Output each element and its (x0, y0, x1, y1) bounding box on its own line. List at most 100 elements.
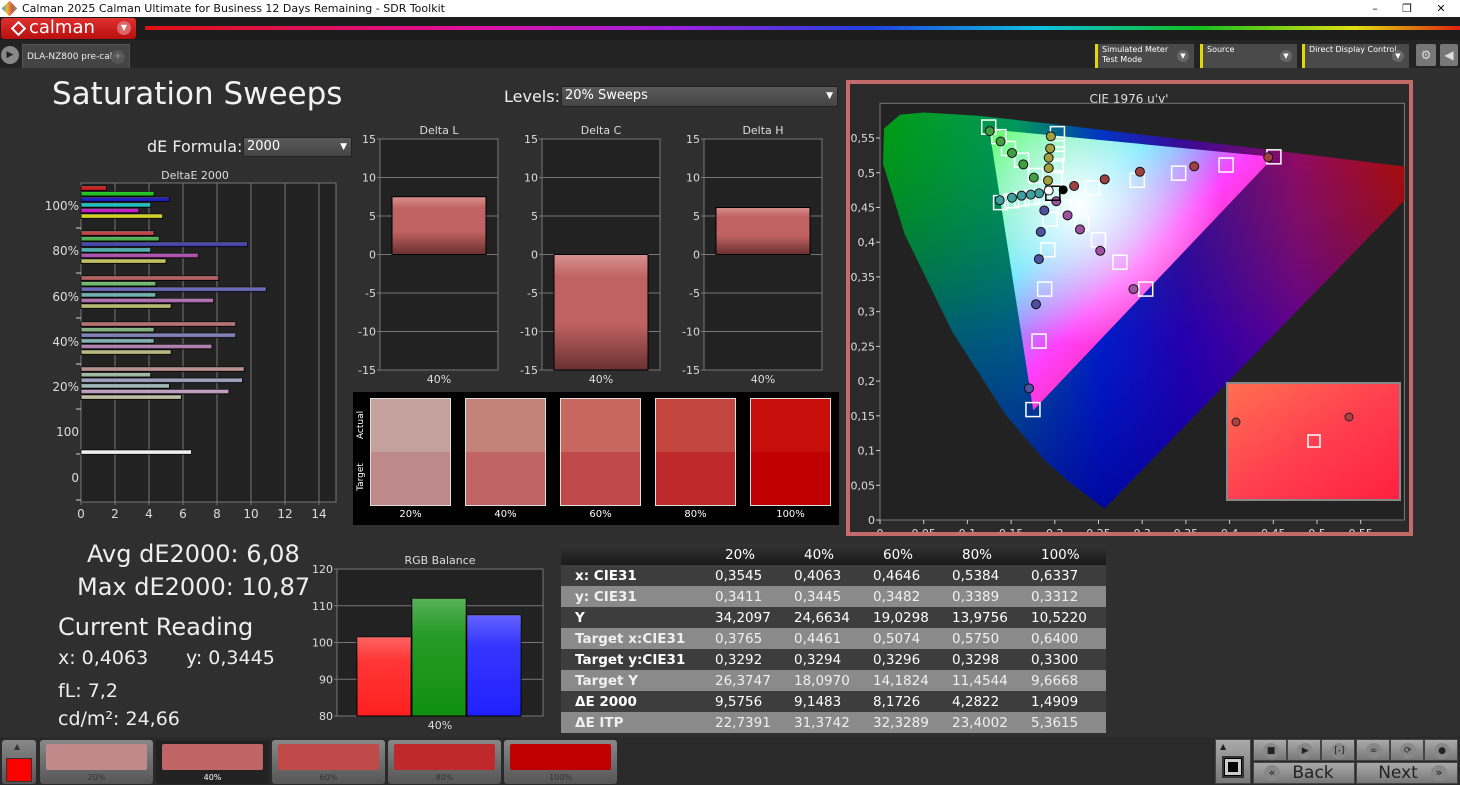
table-cell: 9,5756 (711, 691, 790, 712)
stop-icon: ■ (1263, 743, 1279, 759)
table-cell: 14,1824 (869, 670, 948, 691)
meter-dropdown[interactable]: Simulated Meter Test Mode ▼ (1095, 44, 1194, 68)
x-tick-label: 0,1 (959, 527, 977, 532)
chevron-down-icon: ▼ (1280, 50, 1292, 62)
patch-color (46, 744, 147, 770)
source-label: Source (1207, 45, 1235, 54)
bar-shade (81, 344, 212, 349)
calman-menu-button[interactable]: calman ▼ (1, 18, 136, 39)
measured-magenta-20 (1051, 196, 1062, 207)
display-control-dropdown[interactable]: Direct Display Control ▼ (1302, 44, 1409, 68)
chevron-left-icon[interactable]: ◀ (1440, 44, 1458, 66)
back-button[interactable]: « Back (1253, 762, 1355, 784)
chart-title: Delta C (581, 124, 622, 137)
table-cell: 13,9756 (948, 607, 1027, 628)
double-chevron-left-icon: « (1264, 765, 1280, 781)
table-cell: 10,5220 (1027, 607, 1106, 628)
current-fl: fL: 7,2 (58, 680, 118, 702)
bar-shade (412, 598, 466, 716)
y-tick-label: 0 (71, 471, 79, 485)
bar-shade (81, 450, 192, 455)
avg-de: Avg dE2000: 6,08 (87, 540, 300, 568)
window-title-bar: Calman 2025 Calman Ultimate for Business… (0, 0, 1460, 17)
table-cell: 11,4544 (948, 670, 1027, 691)
measured-red-80 (1189, 161, 1200, 172)
target-blue-20 (1042, 211, 1058, 228)
table-cell: 0,6400 (1027, 628, 1106, 649)
measured-yellow-20 (1042, 175, 1053, 186)
measured-green-40 (1018, 159, 1029, 170)
bracket-icon: [-] (1331, 743, 1348, 759)
patch-button-20%[interactable]: 20% (40, 740, 153, 784)
y-tick-label: 110 (312, 600, 333, 613)
table-cell: 18,0970 (790, 670, 869, 691)
table-cell: 9,1483 (790, 691, 869, 712)
patch-button-60%[interactable]: 60% (272, 740, 385, 784)
bar-shade (81, 231, 155, 236)
bracket-button[interactable]: [-] (1321, 739, 1356, 761)
levels-select[interactable]: 20% Sweeps ▼ (561, 86, 838, 107)
stop-button[interactable]: ■ (1253, 739, 1287, 761)
bar-shade (81, 247, 151, 253)
de-formula-value: 2000 (247, 139, 281, 154)
add-tab-button[interactable]: + (111, 50, 125, 64)
source-dropdown[interactable]: Source ▼ (1200, 44, 1297, 68)
column-header: 20% (711, 544, 790, 565)
bar-shade (81, 242, 248, 247)
swatch-target (466, 452, 545, 505)
patch-button-80%[interactable]: 80% (388, 740, 501, 784)
minimize-button[interactable]: – (1372, 2, 1378, 15)
measured-cyan-20 (1034, 188, 1045, 199)
measured-yellow-60 (1043, 152, 1054, 163)
swatch-actual (751, 399, 830, 452)
loop-button[interactable]: ∞ (1355, 739, 1390, 761)
x-tick-label: 12 (277, 507, 292, 521)
back-label: Back (1292, 763, 1334, 783)
play-icon[interactable]: ▶ (1, 46, 19, 64)
color-swatches-panel: Actual Target 20% 40% 60% 80% 100% (353, 392, 839, 525)
measured-blue-60 (1033, 254, 1044, 265)
tab-session[interactable]: DLA-NZ800 pre-cal + (22, 44, 130, 68)
double-chevron-right-icon: » (1431, 765, 1447, 781)
chevron-up-icon[interactable]: ▲ (14, 742, 21, 751)
x-tick-label: 0,4 (1221, 527, 1239, 532)
table-cell: 9,6668 (1027, 670, 1106, 691)
play-button[interactable]: ▶ (1287, 739, 1322, 761)
measured-cyan-100 (994, 195, 1005, 206)
refresh-button[interactable]: ⟳ (1389, 739, 1424, 761)
table-header-row: 20% 40% 60% 80% 100% (561, 544, 1106, 565)
bar-shade (81, 236, 160, 242)
close-button[interactable]: ✕ (1436, 2, 1446, 15)
y-tick-label: 0 (868, 514, 875, 527)
patch-color (394, 744, 495, 770)
row-label: x: CIE31 (561, 565, 711, 586)
stop-measure-button[interactable]: ▲ (1215, 739, 1251, 784)
chevron-down-icon: ▼ (1392, 50, 1404, 62)
chevron-down-icon: ▼ (340, 142, 347, 152)
table-cell: 0,5074 (869, 628, 948, 649)
maximize-button[interactable]: ❐ (1402, 2, 1412, 15)
row-label: Target y:CIE31 (561, 649, 711, 670)
next-button[interactable]: Next » (1356, 762, 1458, 784)
x-tick-label: 0 (877, 527, 884, 532)
y-tick-label: 15 (686, 133, 700, 146)
chart-title: CIE 1976 u'v' (1090, 92, 1169, 106)
chevron-down-icon[interactable]: ▼ (117, 21, 131, 35)
record-button[interactable]: ● (1424, 739, 1458, 761)
inset-measured-point (1231, 417, 1241, 427)
de-formula-select[interactable]: 2000 ▼ (243, 137, 352, 157)
current-x: x: 0,4063 (58, 647, 149, 669)
current-color-button[interactable]: ▲ (2, 740, 36, 784)
swatch-actual (371, 399, 450, 452)
bar-shade (81, 186, 107, 191)
x-tick-label: 4 (145, 507, 153, 521)
y-tick-label: 0,4 (858, 236, 876, 249)
table-row: ΔE ITP 22,7391 31,3742 32,3289 23,4002 5,3615 (561, 712, 1106, 733)
gear-icon[interactable]: ⚙ (1416, 44, 1436, 66)
patch-label: 100% (549, 773, 572, 782)
chevron-down-icon: ▼ (1177, 50, 1189, 62)
table-cell: 22,7391 (711, 712, 790, 733)
patch-button-40%[interactable]: 40% (156, 740, 269, 784)
patch-button-100%[interactable]: 100% (504, 740, 617, 784)
y-tick-label: -5 (689, 287, 700, 300)
